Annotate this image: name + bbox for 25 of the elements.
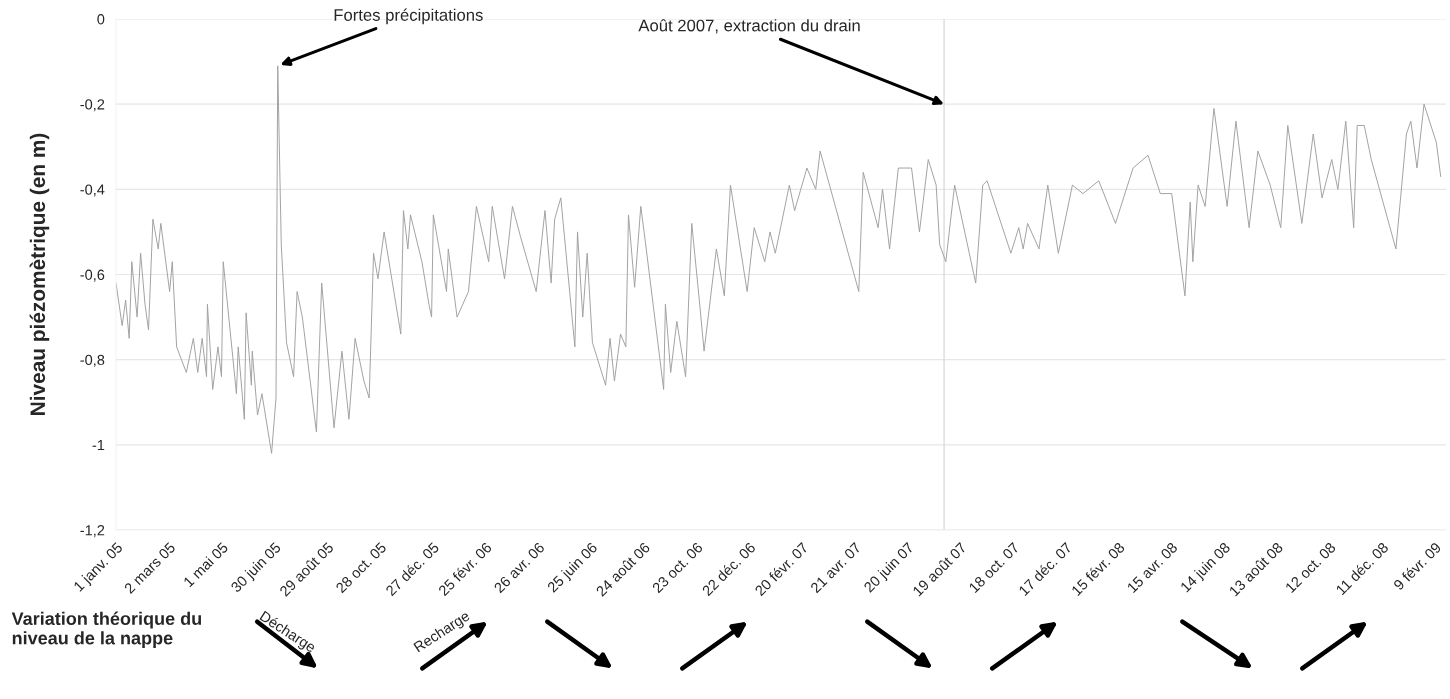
x-tick-label: 28 oct. 05 <box>335 541 387 594</box>
y-tick-label: -1 <box>92 440 105 451</box>
x-tick-label: 25 févr. 06 <box>437 541 493 597</box>
line-series <box>116 65 1442 454</box>
x-tick-label: 26 avr. 06 <box>493 541 546 594</box>
x-tick-label: 1 mai 05 <box>182 541 229 588</box>
x-tick-label: 11 déc. 08 <box>1335 541 1389 596</box>
x-tick-label: 21 avr. 07 <box>809 541 862 594</box>
y-tick-label: -0,6 <box>80 269 105 282</box>
x-tick-label: 17 déc. 07 <box>1017 541 1073 597</box>
x-tick-label: 12 oct. 08 <box>1284 541 1337 594</box>
x-tick-label: 23 oct. 06 <box>651 541 704 594</box>
y-axis-title: Niveau piézomètrique (en m) <box>29 133 50 415</box>
y-tick-label: -0,8 <box>80 354 105 367</box>
x-tick-label: 9 févr. 09 <box>1392 541 1442 591</box>
ref-line-label: Août 2007, extraction du drain <box>638 19 860 34</box>
x-tick-label: 15 févr. 08 <box>1070 541 1126 597</box>
y-tick-label: -0,2 <box>80 99 105 112</box>
x-tick-label: 18 oct. 07 <box>968 541 1020 594</box>
y-tick-label: 0 <box>97 14 105 25</box>
y-tick-label: -1,2 <box>80 525 105 538</box>
x-tick-label: 15 avr. 08 <box>1126 541 1178 594</box>
y-tick-label: -0,4 <box>80 184 105 197</box>
text: Variation théorique du niveau de la nappe <box>11 611 202 649</box>
annotation: Fortes précipitations <box>334 8 483 25</box>
